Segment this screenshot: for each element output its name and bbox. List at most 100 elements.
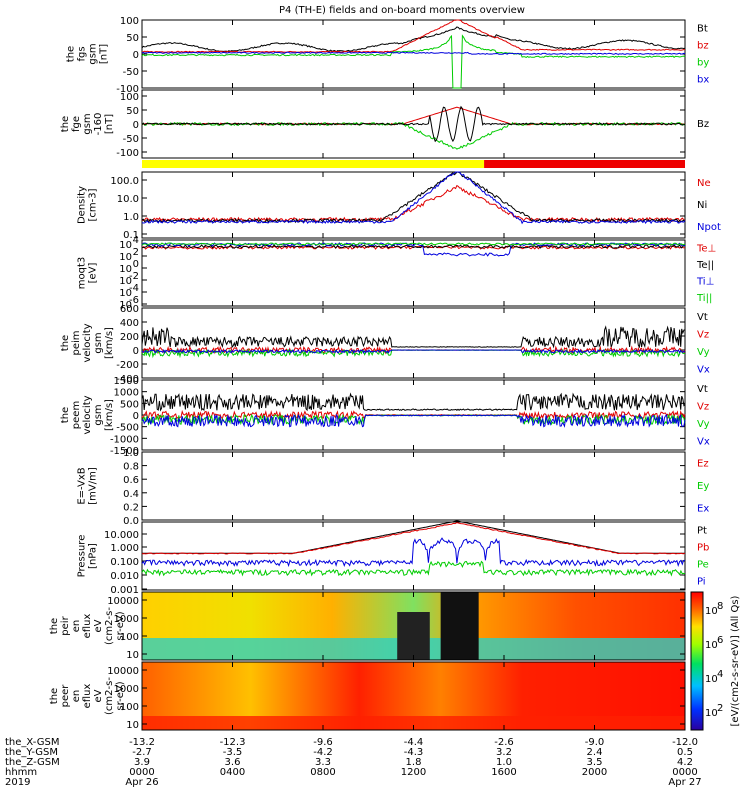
colorbar-tick: 10 — [705, 640, 718, 651]
series-density-Npot — [141, 171, 686, 225]
ylabel-peer-spectrogram: eV — [93, 689, 104, 702]
xaxis-value: 2.4 — [587, 747, 603, 758]
legend-moqt3-Ti⊥: Ti⊥ — [696, 276, 714, 287]
xaxis-value: -4.2 — [313, 747, 333, 758]
series-peim-Vt — [141, 325, 686, 349]
legend-peem-velocity-Vt: Vt — [697, 384, 708, 395]
xaxis-value: 3.9 — [134, 757, 150, 768]
ylabel-peer-spectrogram: eflux — [82, 684, 93, 709]
series-fge-green — [141, 121, 686, 150]
xaxis-value: 3.6 — [225, 757, 241, 768]
spectrogram-band-peer-spectrogram — [142, 716, 685, 730]
ylabel-peer-spectrogram: sr-eV) — [115, 681, 126, 710]
xaxis-value: 0000 — [129, 767, 154, 778]
ylabel-peim-velocity: peim — [71, 330, 82, 355]
legend-peim-velocity-Vx: Vx — [697, 364, 710, 375]
xaxis-value: 1200 — [401, 767, 426, 778]
colorbar-label: [eV/(cm2-s-sr-eV)] (All Qs) — [730, 595, 741, 726]
ytick-label-peer-spectrogram: 100 — [120, 702, 139, 713]
legend-efield-Ex: Ex — [697, 504, 709, 515]
colorbar — [690, 591, 704, 731]
series-moqt3-green — [141, 242, 686, 246]
mode-bar-segment — [142, 160, 485, 168]
ytick-label-moqt3: 10 — [119, 252, 132, 263]
ytick-label-peir-spectrogram: 100 — [120, 632, 139, 643]
ytick-label-peer-spectrogram: 1000 — [114, 684, 139, 695]
xaxis-value: -9.0 — [585, 737, 605, 748]
ytick-label-pressure: 0.100 — [110, 557, 139, 568]
colorbar-tick: 10 — [705, 606, 718, 617]
xaxis-value: -2.6 — [494, 737, 514, 748]
ylabel-peir-spectrogram: (cm2-s- — [104, 607, 115, 645]
ytick-label-fgs: -100 — [116, 84, 139, 95]
ylabel-peer-spectrogram: the — [49, 688, 60, 704]
xaxis-value: 1.8 — [406, 757, 422, 768]
ylabel-peer-spectrogram: peer — [60, 684, 71, 708]
legend-pressure-Pb: Pb — [697, 543, 709, 554]
xaxis-row-label: the_Z-GSM — [5, 757, 60, 768]
spectrogram-gap — [397, 612, 430, 660]
ytick-label-peem-velocity: 0 — [133, 411, 139, 422]
legend-pressure-Pt: Pt — [697, 526, 707, 537]
ytick-label-peer-spectrogram: 10 — [126, 720, 139, 731]
legend-moqt3-Te||: Te|| — [696, 260, 714, 271]
ytick-label-peim-velocity: 0 — [133, 346, 139, 357]
xaxis-value: -12.3 — [220, 737, 246, 748]
legend-moqt3-Ti||: Ti|| — [696, 293, 712, 304]
ylabel-peer-spectrogram: en — [71, 690, 82, 703]
xaxis-value: 1600 — [491, 767, 516, 778]
ytick-label-fge: 50 — [126, 106, 139, 117]
xaxis-value: 3.3 — [315, 757, 331, 768]
ylabel-fge: [nT] — [104, 114, 115, 134]
ylabel-moqt3: [eV] — [88, 263, 99, 284]
series-fgs-Bt — [141, 26, 686, 53]
ytick-label-efield: 0.4 — [123, 489, 139, 500]
series-pressure-Pe — [141, 560, 686, 577]
legend-peem-velocity-Vy: Vy — [697, 419, 710, 430]
xaxis-value: -13.2 — [129, 737, 155, 748]
ylabel-peir-spectrogram: the — [49, 618, 60, 634]
ylabel-peem-velocity: gsm — [93, 404, 104, 425]
xaxis-value: 4.2 — [677, 757, 693, 768]
ytick-label-peem-velocity: -500 — [116, 423, 139, 434]
xaxis-value: -9.6 — [313, 737, 333, 748]
ytick-label-efield: 0.6 — [123, 475, 139, 486]
ytick-label-peir-spectrogram: 1000 — [114, 614, 139, 625]
ytick-label-peer-spectrogram: 10000 — [107, 666, 139, 677]
ytick-label-efield: 1.0 — [123, 448, 139, 459]
legend-efield-Ey: Ey — [697, 481, 709, 492]
ylabel-fge: the — [60, 116, 71, 132]
ylabel-fge: gsm — [82, 113, 93, 134]
ylabel-peir-spectrogram: eV — [93, 619, 104, 632]
ylabel-peir-spectrogram: peir — [60, 615, 71, 635]
ytick-label-peem-velocity: -1500 — [110, 446, 139, 457]
xaxis-date-end: Apr 27 — [668, 777, 701, 788]
series-pressure-Pi — [141, 537, 686, 568]
ytick-label-pressure: 10.000 — [104, 530, 139, 541]
ytick-label-moqt3: 10 — [119, 240, 132, 251]
xaxis-value: 0000 — [672, 767, 697, 778]
ytick-label-moqt3: 10 — [119, 300, 132, 311]
ylabel-peem-velocity: velocity — [82, 395, 93, 434]
ylabel-peim-velocity: gsm — [93, 332, 104, 353]
xaxis-row-label: the_X-GSM — [5, 737, 59, 748]
ytick-exp-moqt3: 0 — [133, 259, 139, 270]
ytick-label-fge: 100 — [120, 92, 139, 103]
legend-pressure-Pe: Pe — [697, 560, 709, 571]
ytick-label-efield: 0.2 — [123, 502, 139, 513]
ylabel-fge: -160 — [93, 113, 104, 136]
ytick-label-peem-velocity: 1000 — [114, 388, 139, 399]
ylabel-peem-velocity: peem — [71, 401, 82, 429]
ytick-label-fgs: 0 — [133, 50, 139, 61]
colorbar-exp: 4 — [717, 669, 723, 680]
series-density-Ni — [141, 171, 686, 224]
ytick-label-moqt3: 10 — [119, 264, 132, 275]
ytick-label-efield: 0.0 — [123, 516, 139, 527]
ytick-exp-moqt3: -4 — [129, 283, 139, 294]
series-density-Ne — [141, 184, 686, 223]
xaxis-row-label: hhmm — [5, 767, 37, 778]
xaxis-value: 0800 — [310, 767, 335, 778]
ylabel-peim-velocity: the — [60, 335, 71, 351]
ylabel-peer-spectrogram: (cm2-s- — [104, 677, 115, 715]
